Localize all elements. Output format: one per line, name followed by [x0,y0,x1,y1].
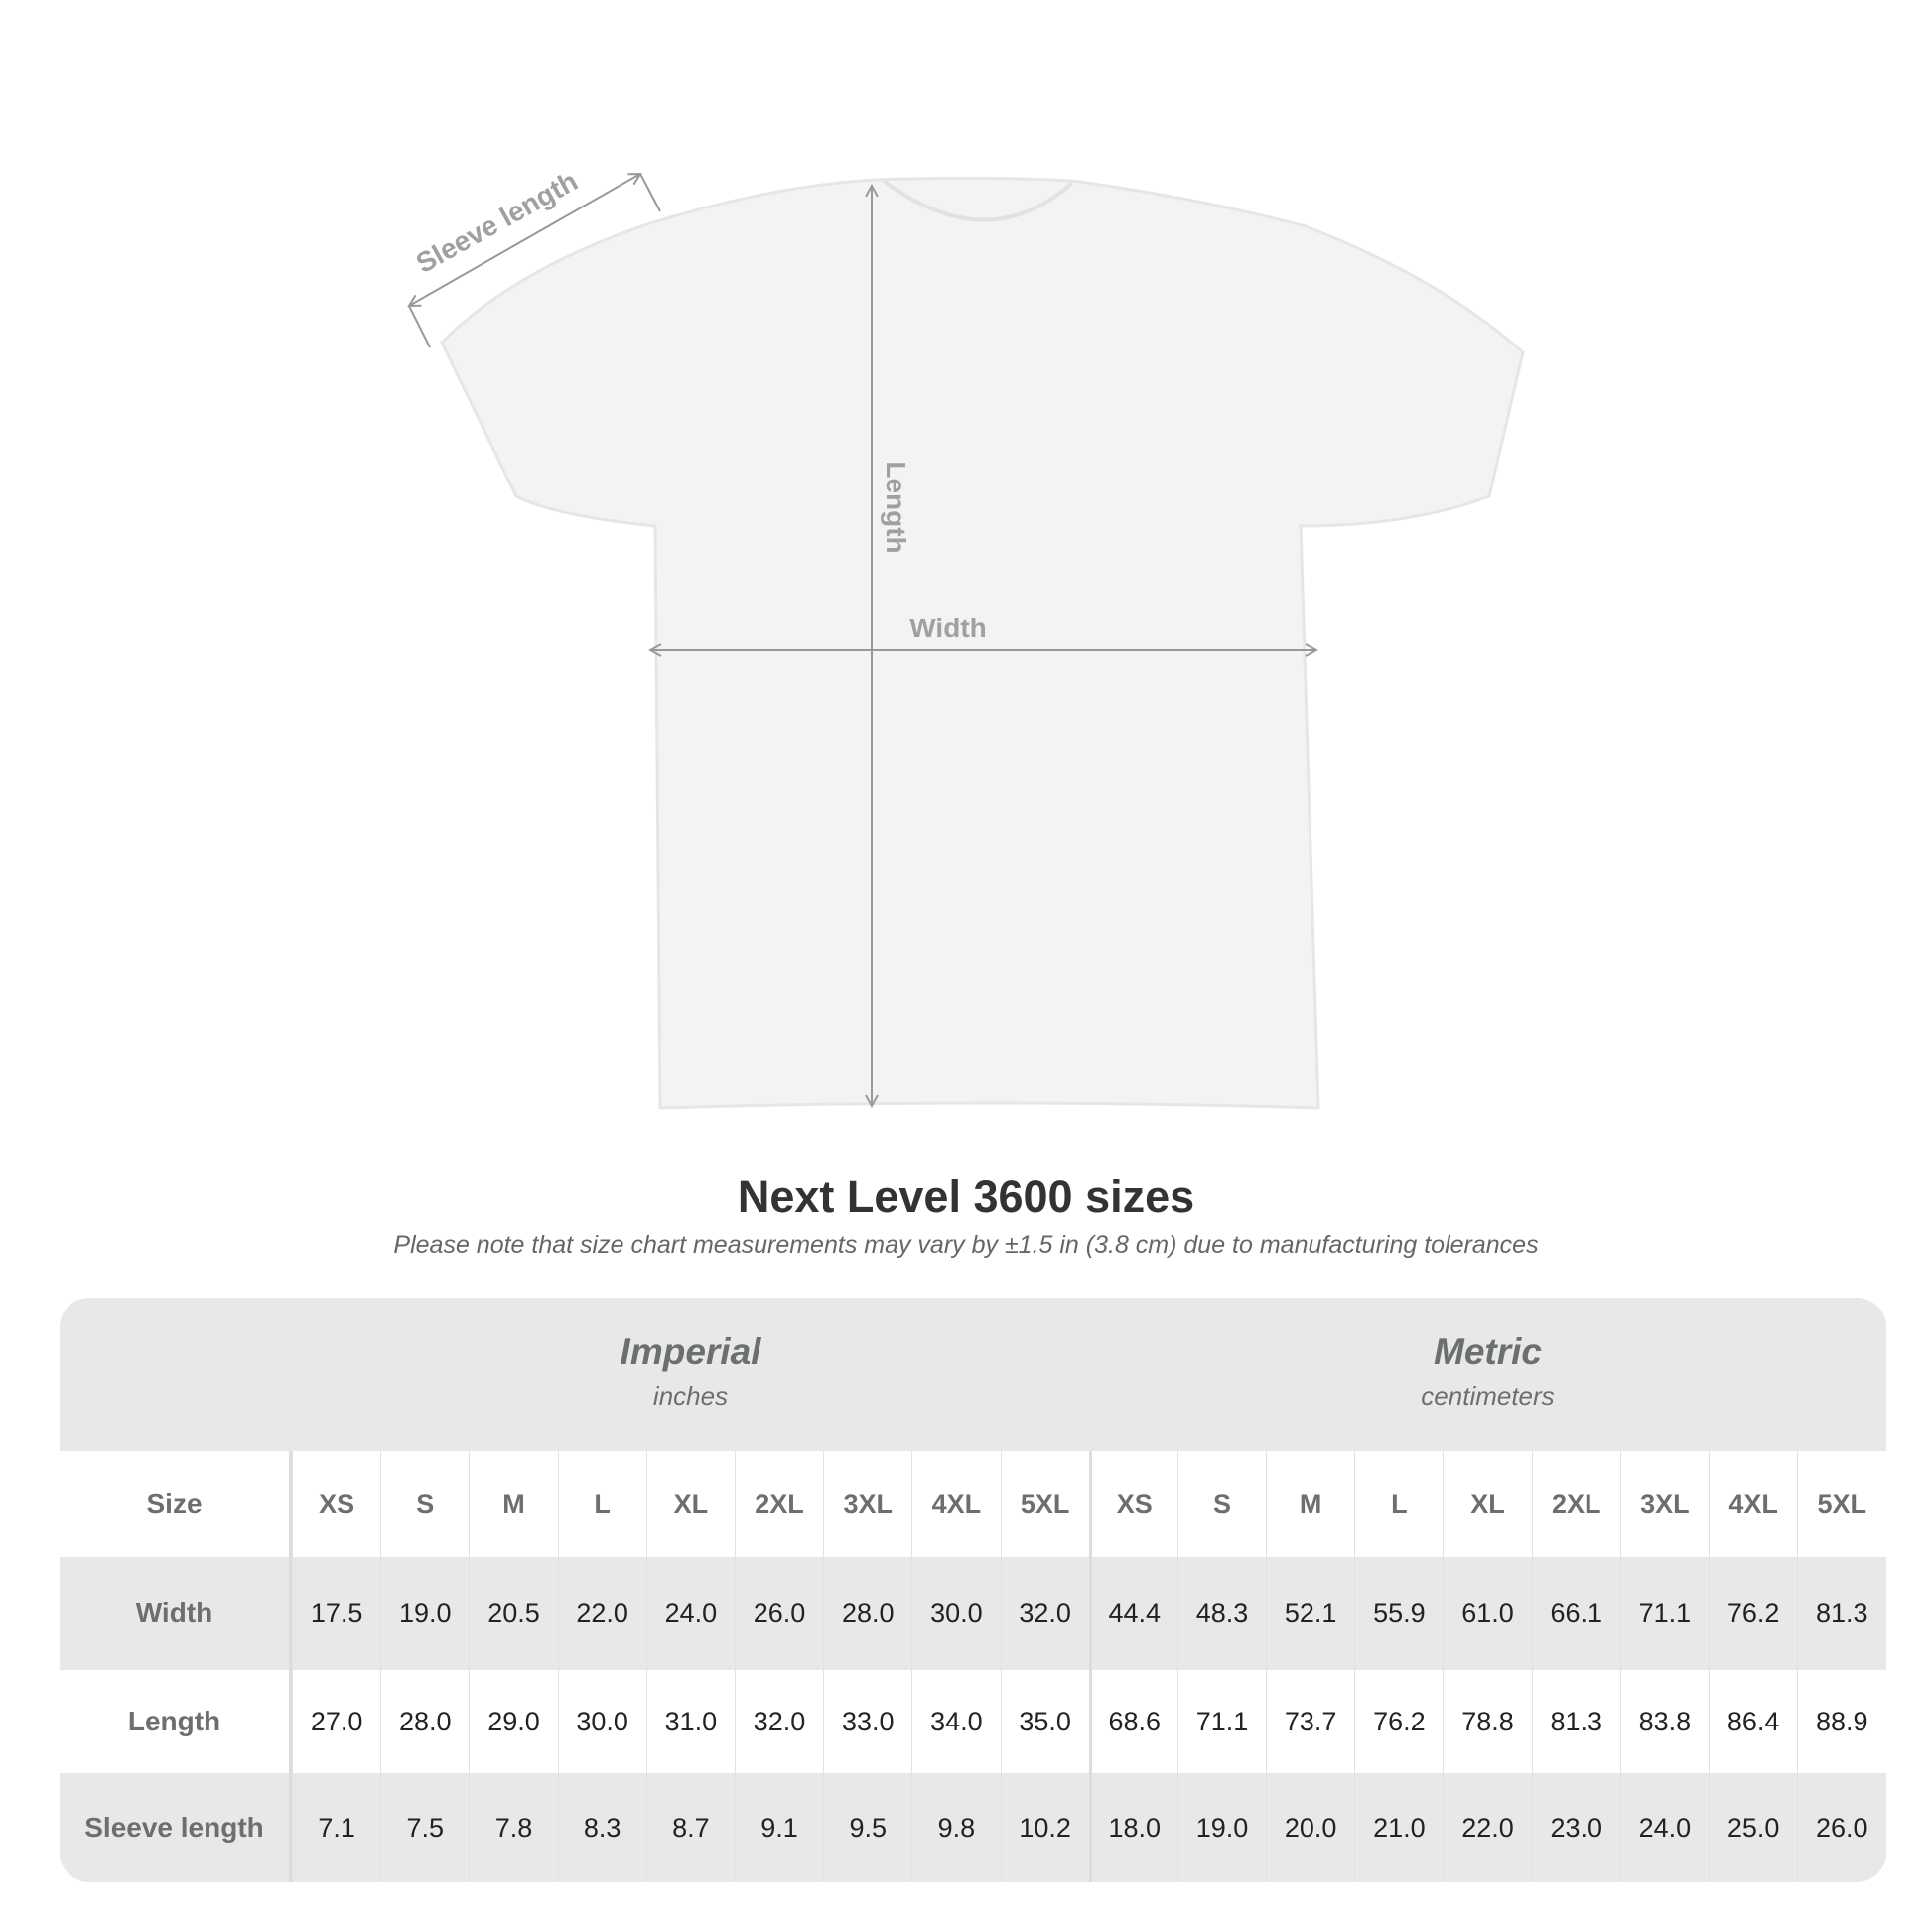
metric-value-cell: 86.4 [1709,1670,1797,1773]
row-label: Sleeve length [60,1773,292,1882]
metric-value-cell: 66.1 [1531,1557,1620,1670]
metric-value-cell: 18.0 [1088,1773,1177,1882]
imperial-size-header: S [380,1451,469,1557]
imperial-value-cell: 7.1 [292,1773,380,1882]
metric-size-header: 3XL [1619,1451,1709,1557]
imperial-size-header: 2XL [734,1451,823,1557]
metric-size-header: XL [1443,1451,1531,1557]
metric-size-header: L [1354,1451,1443,1557]
row-label: Size [60,1451,292,1557]
imperial-size-header: L [557,1451,646,1557]
metric-value-cell: 61.0 [1443,1557,1531,1670]
metric-title: Metric [1434,1331,1542,1372]
size-chart-table: Imperial inches Metric centimeters Size X… [60,1298,1886,1882]
imperial-value-cell: 20.5 [469,1557,557,1670]
imperial-value-cell: 8.3 [557,1773,646,1882]
imperial-value-cell: 9.5 [823,1773,911,1882]
row-label: Length [60,1670,292,1773]
imperial-value-cell: 7.5 [380,1773,469,1882]
imperial-value-cell: 32.0 [734,1670,823,1773]
imperial-value-cell: 8.7 [645,1773,735,1882]
metric-size-header: 2XL [1531,1451,1620,1557]
length-row: Length 27.0 28.0 29.0 30.0 31.0 32.0 33.0 34.0 35… [60,1670,1886,1773]
imperial-value-cell: 9.1 [734,1773,823,1882]
imperial-value-cell: 7.8 [469,1773,557,1882]
tshirt-diagram: Length Width Sleeve length [0,165,1525,1110]
metric-value-cell: 52.1 [1266,1557,1354,1670]
page-title: Next Level 3600 sizes [737,1172,1195,1222]
size-row: Size XS S M L XL 2XL 3XL 4XL 5XL XS S M L XL 2XL 3XL 4XL 5… [60,1451,1886,1557]
width-label: Width [909,613,987,643]
metric-value-cell: 44.4 [1088,1557,1177,1670]
imperial-header: Imperial inches [292,1298,1089,1451]
imperial-value-cell: 19.0 [380,1557,469,1670]
metric-size-header: M [1266,1451,1354,1557]
metric-size-header: 4XL [1709,1451,1797,1557]
imperial-size-header: 3XL [823,1451,911,1557]
metric-value-cell: 21.0 [1354,1773,1443,1882]
metric-value-cell: 23.0 [1531,1773,1620,1882]
width-row: Width 17.5 19.0 20.5 22.0 24.0 26.0 28.0 30.0 32.… [60,1557,1886,1670]
metric-value-cell: 71.1 [1619,1557,1709,1670]
tolerance-note: Please note that size chart measurements… [393,1231,1539,1259]
imperial-title: Imperial [620,1331,761,1372]
imperial-value-cell: 10.2 [1000,1773,1089,1882]
imperial-value-cell: 17.5 [292,1557,380,1670]
metric-size-header: 5XL [1797,1451,1885,1557]
imperial-size-header: 5XL [1000,1451,1089,1557]
imperial-value-cell: 30.0 [911,1557,1000,1670]
imperial-value-cell: 32.0 [1000,1557,1089,1670]
imperial-value-cell: 24.0 [645,1557,735,1670]
metric-value-cell: 26.0 [1797,1773,1885,1882]
imperial-size-header: XS [292,1451,380,1557]
imperial-value-cell: 28.0 [823,1557,911,1670]
metric-value-cell: 24.0 [1619,1773,1709,1882]
imperial-value-cell: 29.0 [469,1670,557,1773]
sleeve-arrow [409,174,640,306]
imperial-value-cell: 28.0 [380,1670,469,1773]
imperial-size-header: M [469,1451,557,1557]
sleeve-length-row: Sleeve length 7.1 7.5 7.8 8.3 8.7 9.1 9.5 9.8 10.… [60,1773,1886,1882]
metric-value-cell: 81.3 [1797,1557,1885,1670]
imperial-value-cell: 33.0 [823,1670,911,1773]
metric-value-cell: 76.2 [1354,1670,1443,1773]
metric-value-cell: 22.0 [1443,1773,1531,1882]
imperial-value-cell: 27.0 [292,1670,380,1773]
metric-value-cell: 25.0 [1709,1773,1797,1882]
metric-value-cell: 55.9 [1354,1557,1443,1670]
imperial-unit: inches [652,1381,729,1411]
metric-value-cell: 78.8 [1443,1670,1531,1773]
tshirt-shape [440,176,1525,1110]
length-label: Length [881,461,911,553]
imperial-value-cell: 9.8 [911,1773,1000,1882]
imperial-value-cell: 34.0 [911,1670,1000,1773]
metric-value-cell: 73.7 [1266,1670,1354,1773]
metric-size-header: XS [1088,1451,1177,1557]
metric-value-cell: 19.0 [1176,1773,1266,1882]
metric-value-cell: 81.3 [1531,1670,1620,1773]
metric-value-cell: 48.3 [1176,1557,1266,1670]
metric-size-header: S [1176,1451,1266,1557]
metric-header: Metric centimeters [1089,1298,1886,1451]
metric-value-cell: 83.8 [1619,1670,1709,1773]
imperial-value-cell: 26.0 [734,1557,823,1670]
metric-value-cell: 88.9 [1797,1670,1885,1773]
imperial-value-cell: 31.0 [645,1670,735,1773]
metric-value-cell: 68.6 [1088,1670,1177,1773]
imperial-value-cell: 30.0 [557,1670,646,1773]
metric-value-cell: 76.2 [1709,1557,1797,1670]
imperial-value-cell: 35.0 [1000,1670,1089,1773]
imperial-size-header: XL [645,1451,735,1557]
metric-value-cell: 71.1 [1176,1670,1266,1773]
metric-unit: centimeters [1421,1381,1555,1411]
imperial-value-cell: 22.0 [557,1557,646,1670]
imperial-size-header: 4XL [911,1451,1000,1557]
row-label: Width [60,1557,292,1670]
metric-value-cell: 20.0 [1266,1773,1354,1882]
